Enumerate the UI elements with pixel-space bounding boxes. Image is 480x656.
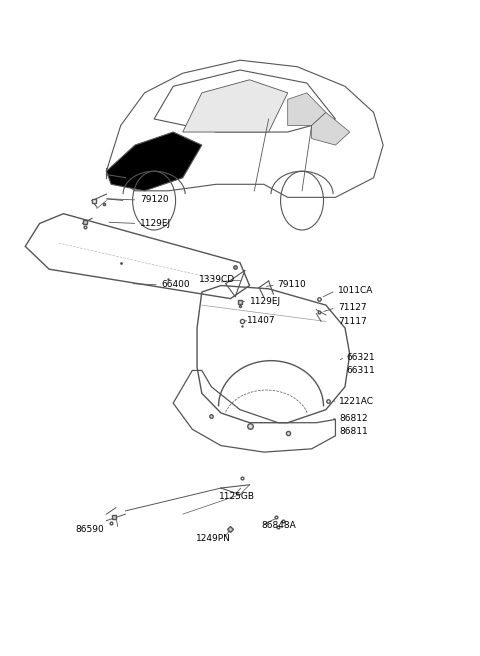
Polygon shape [183,80,288,132]
Text: 86848A: 86848A [262,522,296,531]
Text: 79120: 79120 [140,195,168,205]
Text: 66311: 66311 [346,366,375,375]
Text: 86811: 86811 [339,426,368,436]
Text: 1011CA: 1011CA [338,286,373,295]
Text: 71117: 71117 [338,317,367,326]
Text: 1339CD: 1339CD [199,275,236,284]
Text: 66321: 66321 [346,353,374,362]
Text: 1129EJ: 1129EJ [140,219,171,228]
Text: 86812: 86812 [339,414,368,422]
Text: 71127: 71127 [338,303,366,312]
Text: 11407: 11407 [247,316,276,325]
Polygon shape [288,93,326,125]
Polygon shape [107,132,202,191]
Text: 79110: 79110 [277,279,306,289]
Text: 1129EJ: 1129EJ [250,297,281,306]
Text: 1125GB: 1125GB [218,492,254,501]
Polygon shape [312,112,350,145]
Text: 1221AC: 1221AC [339,397,374,405]
Text: 86590: 86590 [75,525,104,534]
Text: 1249PN: 1249PN [196,535,231,543]
Text: 66400: 66400 [161,279,190,289]
